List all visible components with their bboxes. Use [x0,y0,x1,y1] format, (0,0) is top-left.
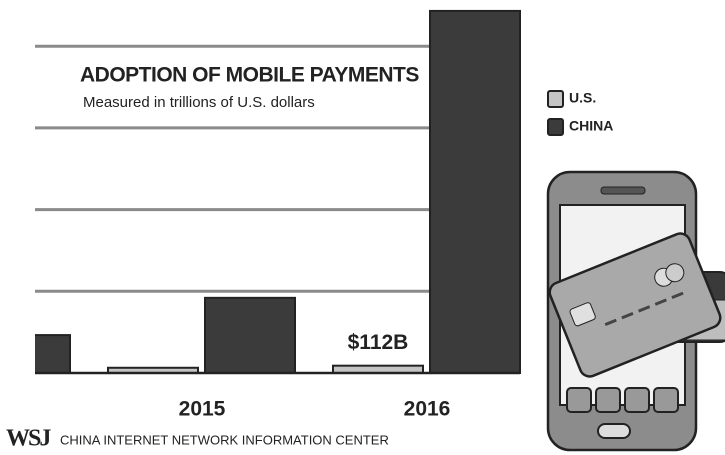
source: CHINA INTERNET NETWORK INFORMATION CENTE… [60,432,389,447]
bar [0,335,70,373]
value-label: $112B [348,331,409,354]
x-tick-label: 2015 [179,398,226,421]
legend-label: CHINA [569,118,613,134]
legend-label: U.S. [569,90,596,106]
legend-swatch [548,91,563,107]
bar [430,11,520,373]
phone-illustration [547,172,725,450]
chart-title: ADOPTION OF MOBILE PAYMENTS [80,64,419,87]
chart-subtitle: Measured in trillions of U.S. dollars [83,94,315,111]
legend-swatch [548,119,563,135]
logo: WSJ [6,426,51,452]
chart: ADOPTION OF MOBILE PAYMENTS Measured in … [0,0,725,455]
x-tick-label: 2016 [404,398,451,421]
bar [205,298,295,373]
